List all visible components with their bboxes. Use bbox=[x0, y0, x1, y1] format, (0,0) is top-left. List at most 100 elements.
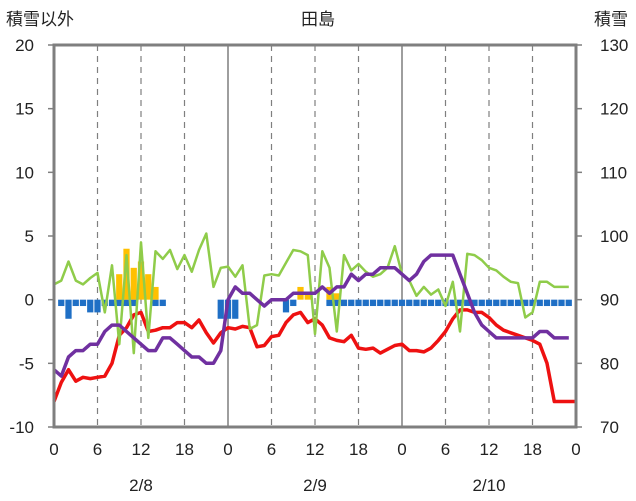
date-labels: 2/8 2/9 2/10 bbox=[129, 476, 505, 495]
bar bbox=[123, 248, 130, 300]
bar bbox=[137, 261, 145, 300]
bar bbox=[464, 299, 471, 307]
x-tick-label: 18 bbox=[523, 440, 542, 459]
bar bbox=[290, 299, 297, 307]
bar bbox=[507, 299, 514, 307]
left-tick-label: 10 bbox=[15, 163, 34, 182]
bar bbox=[485, 299, 493, 307]
bar bbox=[362, 299, 369, 307]
bar bbox=[304, 293, 311, 300]
right-tick-label: 110 bbox=[600, 163, 627, 182]
bar bbox=[377, 299, 384, 307]
bar bbox=[420, 299, 427, 307]
left-tick-label: 20 bbox=[15, 36, 34, 55]
bar bbox=[427, 299, 435, 307]
bar bbox=[152, 299, 159, 307]
x-tick-label: 0 bbox=[223, 440, 232, 459]
bar bbox=[108, 299, 116, 307]
bar bbox=[391, 299, 398, 307]
x-axis-ticks: 0 6 12 18 0 6 12 18 0 6 12 18 0 bbox=[49, 440, 580, 459]
bar bbox=[116, 299, 123, 307]
bar bbox=[101, 299, 108, 307]
bar bbox=[493, 299, 500, 307]
bar bbox=[333, 293, 340, 300]
bar bbox=[65, 299, 72, 319]
x-tick-label: 12 bbox=[306, 440, 325, 459]
x-tick-label: 12 bbox=[480, 440, 499, 459]
left-tick-label: 5 bbox=[25, 227, 34, 246]
date-label: 2/9 bbox=[303, 476, 327, 495]
bar bbox=[58, 299, 65, 307]
left-axis-ticks: 20 15 10 5 0 -5 -10 bbox=[9, 36, 54, 437]
bar bbox=[456, 299, 464, 307]
bar bbox=[116, 274, 123, 300]
bar bbox=[152, 286, 159, 300]
left-axis-label: 積雪以外 bbox=[6, 10, 74, 30]
x-tick-label: 6 bbox=[267, 440, 276, 459]
bar bbox=[478, 299, 485, 307]
chart-title: 田島 bbox=[301, 10, 335, 30]
x-tick-label: 12 bbox=[132, 440, 151, 459]
bar bbox=[565, 299, 572, 307]
bar bbox=[123, 299, 130, 307]
right-tick-label: 100 bbox=[600, 227, 628, 246]
x-tick-label: 6 bbox=[441, 440, 450, 459]
line-series bbox=[52, 232, 576, 404]
bar bbox=[514, 299, 522, 307]
x-tick-label: 18 bbox=[175, 440, 194, 459]
right-axis-ticks: 130 120 110 100 90 80 70 bbox=[576, 36, 628, 437]
left-tick-label: 15 bbox=[15, 100, 34, 119]
bar bbox=[130, 267, 137, 300]
right-tick-label: 70 bbox=[600, 418, 619, 437]
x-tick-label: 6 bbox=[93, 440, 102, 459]
bar bbox=[130, 299, 137, 307]
bar bbox=[232, 299, 239, 319]
grid-lines bbox=[96, 45, 534, 427]
right-tick-label: 90 bbox=[600, 291, 619, 310]
bar bbox=[406, 299, 413, 307]
right-tick-label: 130 bbox=[600, 36, 628, 55]
date-label: 2/8 bbox=[129, 476, 153, 495]
bar bbox=[94, 299, 101, 313]
bar bbox=[558, 299, 565, 307]
bar bbox=[543, 299, 551, 307]
left-tick-label: -5 bbox=[19, 354, 34, 373]
bar bbox=[87, 299, 94, 313]
x-tick-label: 0 bbox=[397, 440, 406, 459]
bar bbox=[449, 299, 456, 307]
bar bbox=[72, 299, 79, 307]
x-tick-label: 0 bbox=[571, 440, 580, 459]
bar bbox=[282, 299, 290, 313]
series-line bbox=[52, 308, 576, 404]
bar bbox=[435, 299, 442, 307]
bar bbox=[79, 299, 87, 307]
bar bbox=[551, 299, 558, 307]
x-tick-label: 0 bbox=[49, 440, 58, 459]
bar bbox=[384, 299, 391, 307]
bar bbox=[159, 299, 166, 307]
right-axis-label: 積雪 bbox=[594, 10, 628, 30]
bar bbox=[333, 299, 340, 307]
date-label: 2/10 bbox=[472, 476, 505, 495]
x-tick-label: 18 bbox=[349, 440, 368, 459]
bar bbox=[217, 299, 224, 319]
bar bbox=[369, 299, 377, 307]
bar bbox=[326, 299, 333, 307]
right-tick-label: 120 bbox=[600, 100, 628, 119]
bar bbox=[340, 299, 348, 307]
bar bbox=[522, 299, 529, 307]
bar bbox=[413, 299, 420, 307]
left-tick-label: -10 bbox=[9, 418, 34, 437]
bar bbox=[145, 274, 152, 300]
bar bbox=[355, 299, 362, 307]
bar bbox=[348, 299, 355, 307]
right-tick-label: 80 bbox=[600, 354, 619, 373]
bar bbox=[536, 299, 543, 307]
bar bbox=[500, 299, 507, 307]
bar bbox=[529, 299, 536, 307]
left-tick-label: 0 bbox=[25, 291, 34, 310]
bar bbox=[398, 299, 406, 307]
series-line bbox=[52, 253, 569, 378]
bar bbox=[471, 299, 478, 307]
